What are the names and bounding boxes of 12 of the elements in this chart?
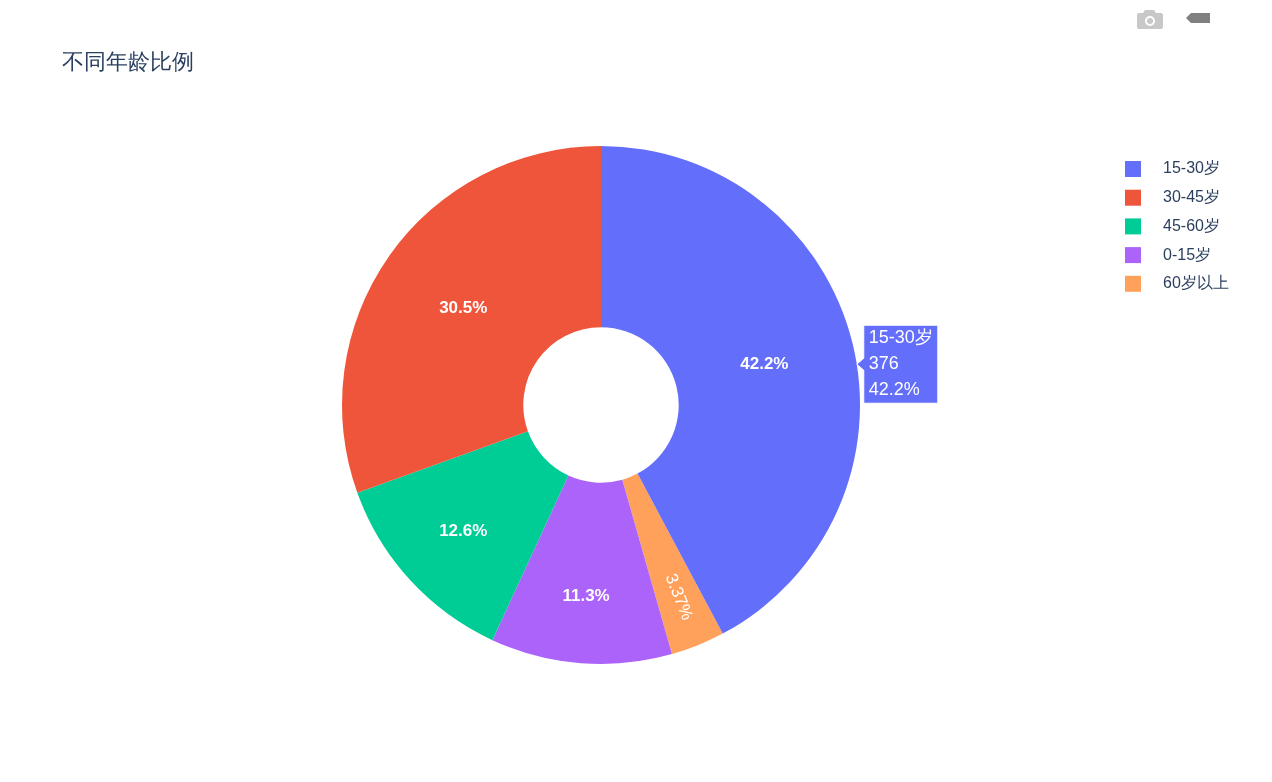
data-label: 11.3%	[562, 586, 610, 606]
data-label: 30.5%	[439, 297, 488, 317]
legend-label: 45-60岁	[1163, 216, 1220, 234]
legend-label: 0-15岁	[1163, 245, 1212, 263]
data-label: 42.2%	[740, 353, 789, 373]
legend-label: 30-45岁	[1163, 188, 1220, 206]
data-label: 12.6%	[439, 521, 488, 541]
data-label: 3.37%	[661, 570, 698, 623]
legend-label: 60岁以上	[1163, 274, 1229, 292]
legend-label: 15-30岁	[1163, 159, 1220, 177]
text: 不同年龄比例	[62, 49, 194, 75]
text: 15-30岁 376 42.2%	[868, 327, 933, 400]
